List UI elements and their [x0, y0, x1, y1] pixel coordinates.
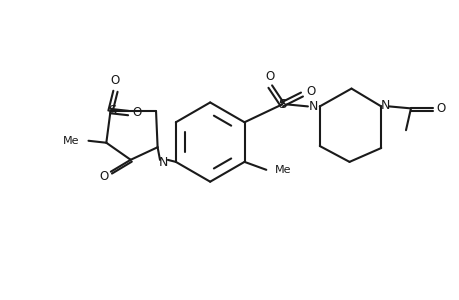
Text: O: O [435, 102, 444, 115]
Text: S: S [108, 103, 117, 117]
Text: O: O [99, 170, 108, 183]
Text: O: O [132, 106, 141, 118]
Text: S: S [277, 98, 285, 111]
Text: O: O [306, 85, 315, 98]
Text: N: N [158, 156, 168, 170]
Text: N: N [308, 100, 318, 113]
Text: O: O [111, 74, 120, 87]
Text: Me: Me [63, 136, 79, 146]
Text: Me: Me [274, 165, 291, 175]
Text: N: N [380, 99, 389, 112]
Text: O: O [265, 70, 274, 83]
